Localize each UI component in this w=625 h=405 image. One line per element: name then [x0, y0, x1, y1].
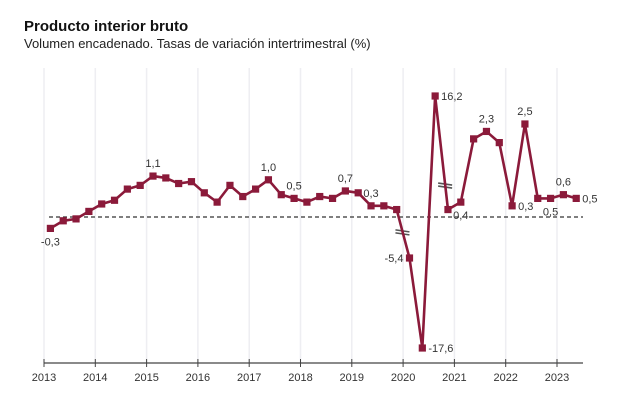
data-point — [59, 217, 67, 225]
data-point — [175, 179, 183, 188]
gridlines — [43, 68, 558, 363]
data-point — [457, 198, 465, 206]
data-point — [110, 196, 119, 204]
x-tick-label: 2014 — [83, 372, 107, 384]
data-point — [187, 178, 196, 186]
series-line — [49, 94, 577, 350]
data-point — [495, 139, 503, 147]
data-label: 0,4 — [453, 210, 468, 222]
data-point — [149, 172, 157, 180]
data-label: 1,0 — [261, 162, 276, 174]
data-label: 0,3 — [363, 188, 378, 200]
data-point — [418, 344, 426, 352]
data-points — [46, 92, 580, 352]
data-label: 0,5 — [286, 180, 301, 192]
data-point — [123, 185, 131, 193]
data-point — [277, 191, 285, 199]
data-point — [546, 194, 555, 202]
data-point — [380, 202, 388, 210]
data-point — [200, 189, 208, 197]
data-label: 0,7 — [338, 173, 353, 185]
data-point — [226, 181, 234, 189]
data-point — [367, 202, 375, 210]
data-label: 0,5 — [582, 193, 597, 205]
data-point — [264, 176, 273, 184]
x-tick-label: 2021 — [442, 372, 466, 384]
data-point — [162, 174, 170, 182]
data-point — [213, 198, 221, 206]
data-point — [136, 181, 144, 189]
x-tick-label: 2020 — [391, 372, 415, 384]
data-label: 0,6 — [556, 177, 571, 189]
data-point — [393, 205, 401, 214]
data-point — [303, 198, 311, 206]
chart-title: Producto interior bruto — [24, 18, 189, 35]
data-point — [508, 202, 516, 210]
x-tick-label: 2017 — [237, 372, 261, 384]
x-tick-label: 2022 — [493, 372, 517, 384]
data-point — [405, 254, 414, 262]
data-point — [341, 187, 349, 195]
data-label: 2,5 — [517, 106, 532, 118]
data-point — [328, 194, 337, 202]
data-point — [354, 189, 362, 197]
data-point — [482, 127, 491, 136]
data-point — [85, 207, 93, 216]
x-tick-label: 2015 — [134, 372, 158, 384]
data-point — [46, 224, 54, 232]
x-tick-label: 2023 — [545, 372, 569, 384]
x-tick-label: 2018 — [288, 372, 312, 384]
data-label: 0,5 — [543, 206, 558, 218]
data-point — [572, 194, 580, 202]
x-axis: 2013 2014 2015 2016 2017 2018 2019 2020 2021 2022… — [32, 359, 583, 384]
data-point — [72, 215, 80, 223]
data-label: -5,4 — [385, 253, 404, 265]
data-label: 2,3 — [479, 113, 494, 125]
data-point — [470, 135, 478, 143]
data-point — [521, 120, 529, 128]
chart-subtitle: Volumen encadenado. Tasas de variación i… — [24, 36, 371, 51]
data-point — [444, 205, 452, 214]
data-label: 0,3 — [518, 201, 533, 213]
x-tick-label: 2013 — [32, 372, 56, 384]
data-point — [239, 192, 247, 201]
data-label: -17,6 — [428, 343, 453, 355]
data-point — [98, 200, 106, 208]
data-point — [290, 194, 298, 202]
data-label: -0,3 — [41, 236, 60, 248]
data-point — [252, 185, 260, 193]
x-tick-label: 2019 — [340, 372, 364, 384]
data-labels: -0,3 1,1 1,0 0,5 0,7 0,3 -5,4 -17,6 16,2 0,4 2,3 0,… — [41, 91, 598, 355]
data-label: 16,2 — [441, 91, 462, 103]
data-point — [316, 192, 324, 201]
data-point — [559, 191, 567, 199]
x-tick-label: 2016 — [186, 372, 210, 384]
data-point — [431, 92, 439, 100]
data-label: 1,1 — [145, 158, 160, 170]
axis-break-marks — [395, 182, 453, 236]
data-point — [534, 194, 542, 202]
